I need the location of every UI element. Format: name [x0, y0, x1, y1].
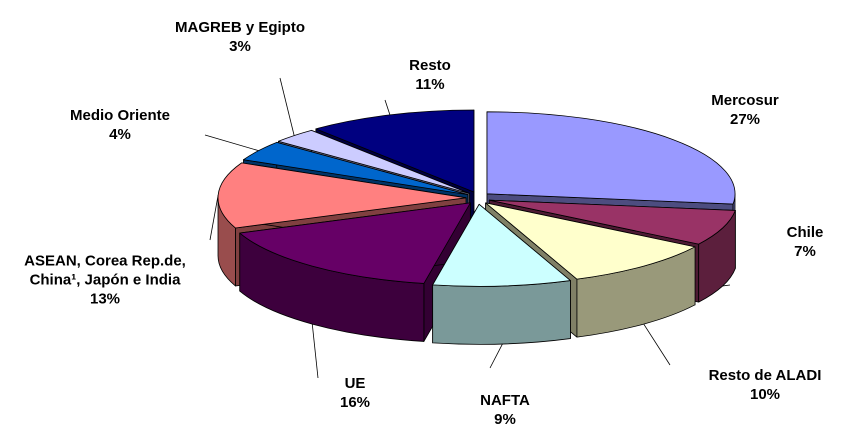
- value-label: 16%: [339, 394, 371, 411]
- slice-label: UE 16%: [325, 374, 385, 412]
- value-label: 10%: [749, 386, 781, 403]
- leader-line: [489, 343, 503, 369]
- slice: [315, 109, 475, 193]
- slice: [239, 202, 471, 284]
- category-label: Medio Oriente: [69, 107, 170, 124]
- category-label: NAFTA: [480, 392, 530, 409]
- value-label: 4%: [109, 126, 131, 143]
- value-label: 11%: [415, 76, 445, 93]
- slice-wall: [432, 280, 571, 345]
- category-label: MAGREB y Egipto: [175, 19, 305, 36]
- slice-label: Medio Oriente 4%: [40, 106, 200, 144]
- slice-label: Mercosur 27%: [680, 91, 810, 129]
- leader-line: [311, 324, 319, 379]
- slice: [243, 141, 469, 195]
- value-label: 3%: [229, 38, 251, 55]
- value-label: 27%: [729, 111, 761, 128]
- category-label: Chile: [786, 224, 824, 241]
- leader-line: [643, 323, 671, 366]
- slice-label: Chile 7%: [765, 223, 845, 261]
- slice: [485, 202, 696, 280]
- category-label: Resto de ALADI: [708, 367, 822, 384]
- slice: [486, 111, 736, 205]
- category-label: Mercosur: [711, 92, 779, 109]
- slice: [488, 199, 736, 245]
- slice: [432, 203, 571, 287]
- slice-label: NAFTA 9%: [460, 391, 550, 429]
- value-label: 9%: [494, 411, 516, 428]
- category-label: Resto: [409, 57, 451, 74]
- leader-line: [384, 99, 391, 116]
- value-label: 7%: [794, 243, 816, 260]
- slice-label: Resto 11%: [380, 56, 480, 94]
- leader-line: [209, 195, 219, 241]
- slice-tops: [217, 109, 736, 287]
- slice-label: Resto de ALADI 10%: [680, 366, 850, 404]
- value-label: 13%: [89, 290, 121, 308]
- slice-label: MAGREB y Egipto 3%: [160, 18, 320, 56]
- category-label: UE: [344, 375, 366, 392]
- slice-label: ASEAN, Corea Rep.de, China¹, Japón e Ind…: [10, 252, 200, 309]
- category-label: ASEAN, Corea Rep.de, China¹, Japón e Ind…: [24, 252, 186, 289]
- leader-line: [204, 134, 259, 152]
- leader-line: [279, 77, 295, 136]
- leader-line: [722, 284, 731, 287]
